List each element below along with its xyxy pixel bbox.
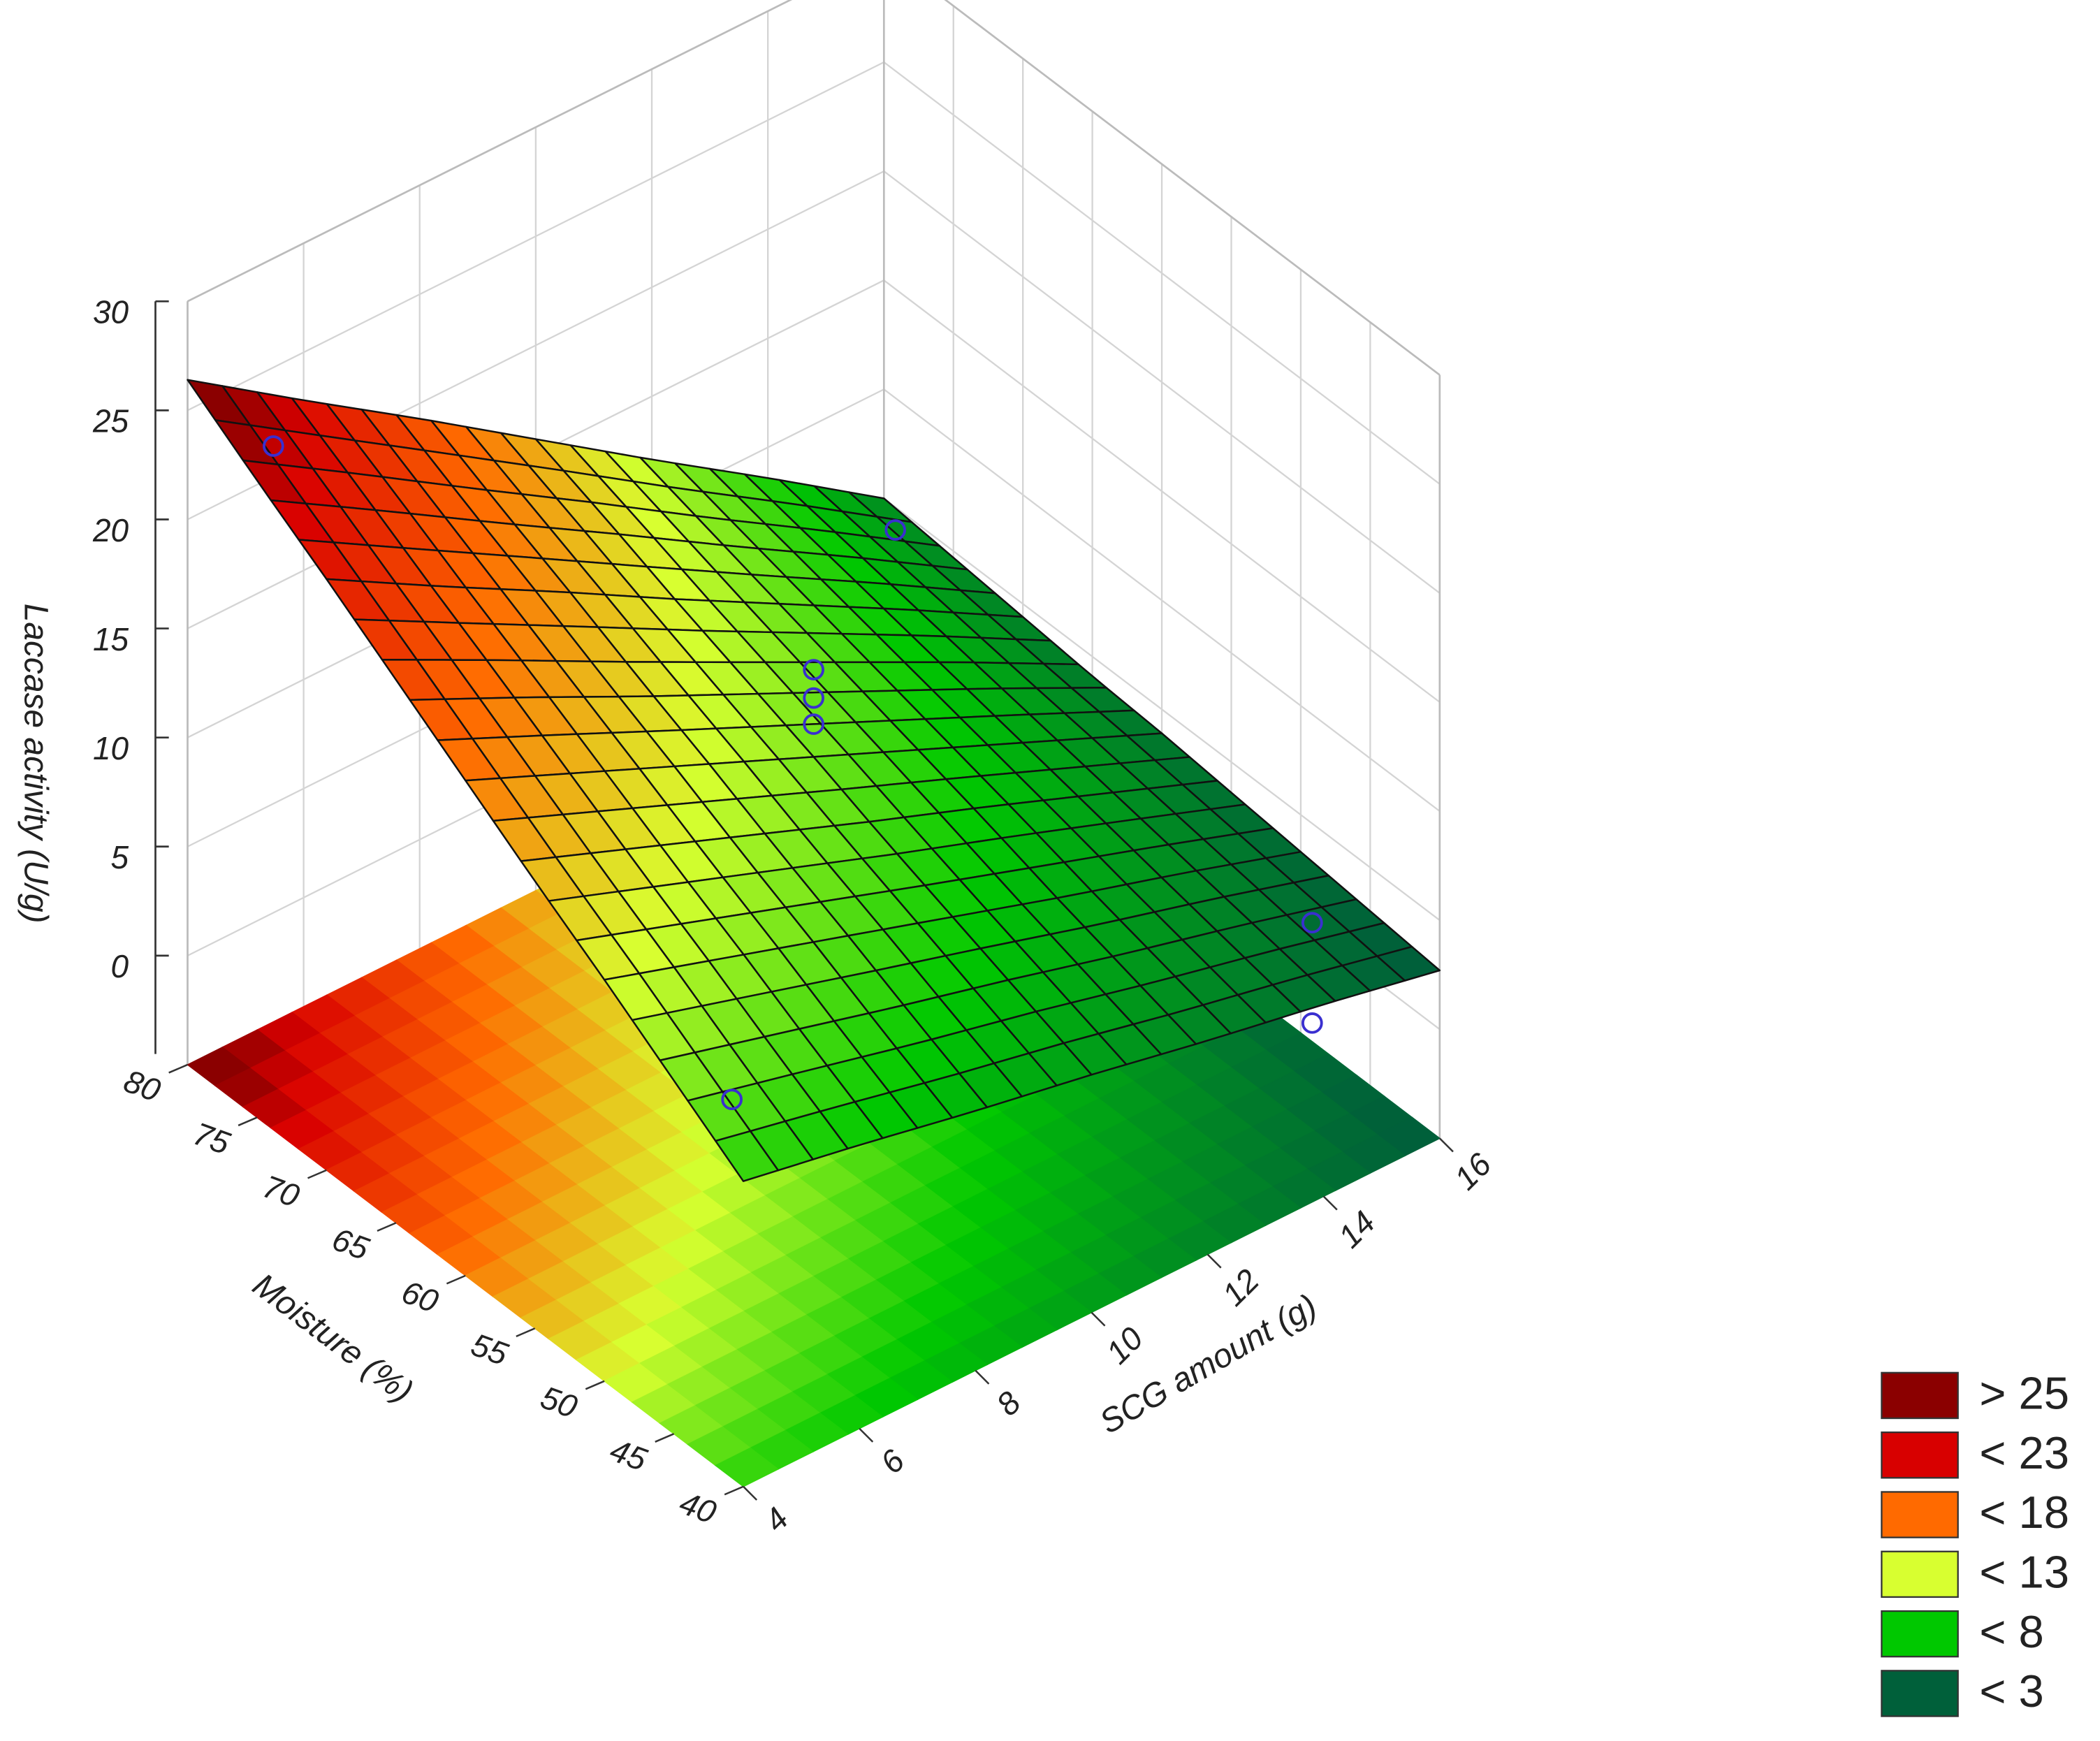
z-axis-title: Laccase activity (U/g) (17, 604, 54, 924)
data-point (1301, 1012, 1323, 1034)
y-tick (516, 1327, 536, 1337)
data-point (803, 713, 824, 735)
x-tick (743, 1485, 758, 1501)
legend-swatch (1881, 1371, 1959, 1420)
legend-label: < 3 (1979, 1666, 2043, 1717)
y-tick-label: 70 (258, 1168, 305, 1215)
data-point (1301, 912, 1323, 934)
z-tick-label: 30 (93, 294, 129, 330)
legend-swatch (1881, 1670, 1959, 1717)
box-edge (187, 0, 793, 303)
grid-line (883, 497, 1441, 922)
y-tick (724, 1485, 744, 1496)
legend-label: < 18 (1979, 1487, 2069, 1538)
data-point (721, 1088, 743, 1111)
y-tick-label: 55 (467, 1326, 513, 1373)
data-points (263, 435, 1323, 1111)
x-tick-label: 6 (873, 1442, 912, 1480)
z-tick-label: 25 (92, 403, 129, 439)
legend-swatch (1881, 1431, 1959, 1479)
z-tick-label: 5 (111, 839, 129, 875)
y-tick (446, 1274, 466, 1285)
y-tick (585, 1380, 605, 1390)
x-tick (1322, 1195, 1338, 1211)
z-tick-label: 10 (93, 730, 129, 766)
y-tick-label: 60 (397, 1273, 443, 1320)
y-tick (655, 1433, 675, 1443)
y-tick-label: 65 (328, 1221, 374, 1267)
x-tick (859, 1427, 874, 1443)
y-tick-label: 40 (675, 1484, 721, 1531)
grid-line (187, 61, 884, 411)
y-tick (307, 1169, 327, 1179)
x-tick (1091, 1311, 1106, 1327)
x-tick-label: 4 (757, 1500, 796, 1538)
surface (187, 379, 1441, 1182)
y-tick-label: 50 (536, 1378, 582, 1425)
y-tick (168, 1063, 188, 1074)
grid-line (883, 279, 1441, 703)
y-axis-title: Moisture (%) (246, 1267, 420, 1411)
x-tick (975, 1369, 990, 1385)
legend-label: > 25 (1979, 1368, 2069, 1419)
legend-swatch (1881, 1610, 1959, 1658)
x-tick-label: 8 (989, 1384, 1028, 1422)
x-tick (1206, 1253, 1222, 1269)
x-tick-label: 12 (1215, 1262, 1266, 1313)
y-tick (238, 1116, 258, 1127)
data-point (803, 687, 824, 709)
x-tick-label: 16 (1447, 1146, 1498, 1197)
z-tick-label: 0 (111, 948, 129, 984)
z-tick-label: 15 (93, 621, 129, 657)
box-edge (944, 0, 1441, 376)
legend-swatch (1881, 1491, 1959, 1538)
legend-label: < 23 (1979, 1427, 2069, 1478)
legend: > 25 < 23 < 18 < 13 < 8 < 3 (1881, 1368, 2069, 1717)
legend-label: < 8 (1979, 1606, 2043, 1657)
grid-line (883, 388, 1441, 813)
y-tick (377, 1222, 397, 1232)
surface-cell (715, 1130, 780, 1182)
data-point (803, 659, 824, 680)
legend-label: < 13 (1979, 1546, 2069, 1597)
data-point (263, 435, 284, 457)
grid-line (883, 170, 1441, 594)
x-tick-label: 14 (1331, 1204, 1382, 1255)
x-tick (1438, 1137, 1454, 1153)
data-point (884, 519, 907, 541)
z-tick-label: 20 (92, 512, 129, 548)
x-tick-label: 10 (1099, 1320, 1150, 1371)
y-tick-label: 80 (119, 1063, 166, 1109)
legend-swatch (1881, 1550, 1959, 1598)
grid-line (883, 61, 1441, 485)
floor-cell (714, 1447, 780, 1487)
y-tick-label: 75 (189, 1115, 235, 1162)
y-tick-label: 45 (606, 1432, 652, 1478)
